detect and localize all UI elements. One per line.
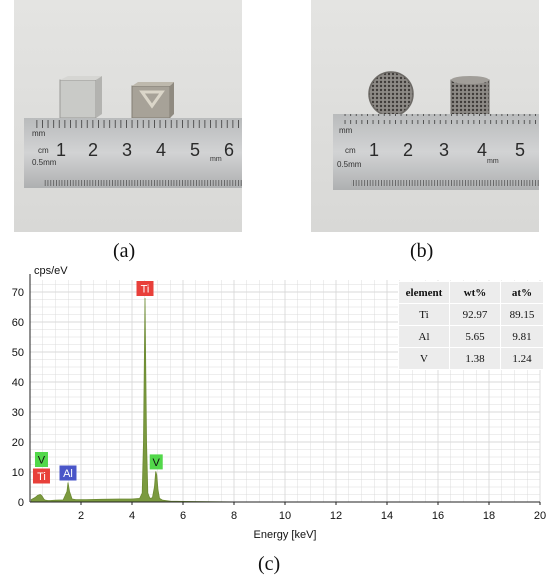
peak-label-text: Al [63, 468, 73, 480]
peak-label-ti: Ti [32, 468, 50, 484]
ruler-a-cm-label: cm [38, 146, 49, 155]
cell-wt: 1.38 [449, 347, 501, 370]
x-tick-label: 4 [129, 510, 135, 522]
x-tick-label: 16 [432, 510, 444, 522]
ruler-a-number-6: 6 [224, 140, 235, 160]
x-tick-label: 10 [279, 510, 291, 522]
ruler-a-number-2: 2 [88, 140, 99, 160]
ruler-a-number-3: 3 [122, 140, 133, 160]
ruler-a-mm-label: mm [32, 129, 46, 138]
peak-label-box [34, 452, 48, 467]
x-tick-label: 8 [231, 510, 237, 522]
table-row: V 1.38 1.24 [398, 347, 544, 370]
cell-element: Ti [398, 303, 450, 326]
ruler-a-number-5: 5 [190, 140, 201, 160]
photo-solid-cubes: mm cm 0.5mm mm 1 2 3 4 5 6 [14, 0, 242, 232]
peak-label-box [136, 281, 154, 296]
ruler-a-half-mm-label: 0.5mm [32, 158, 57, 167]
x-tick-label: 14 [381, 510, 393, 522]
x-axis-label: Energy [keV] [254, 529, 317, 541]
ruler-a-number-1: 1 [56, 140, 67, 160]
header-element: element [398, 281, 450, 304]
caption-a: (a) [113, 240, 136, 262]
table-header-row: element wt% at% [398, 281, 544, 304]
caption-c: (c) [258, 553, 281, 575]
spectrum-plot [30, 297, 541, 503]
y-tick-label: 60 [12, 317, 24, 329]
peak-label-ti: Ti [136, 281, 154, 296]
cell-wt: 5.65 [449, 325, 501, 348]
table-row: Al 5.65 9.81 [398, 325, 544, 348]
grid [29, 280, 541, 503]
cell-element: Al [398, 325, 450, 348]
x-tick-label: 6 [180, 510, 186, 522]
ruler-b-number-5: 5 [515, 140, 526, 160]
peak-label-text: V [38, 455, 46, 467]
ruler-b-number-2: 2 [403, 140, 414, 160]
y-tick-label: 30 [12, 407, 24, 419]
peak-annotations: Ti V Al V Ti [32, 281, 163, 484]
cell-at: 89.15 [500, 303, 544, 326]
caption-b: (b) [410, 240, 434, 262]
cell-at: 1.24 [500, 347, 544, 370]
photo-porous-samples: mm cm 0.5mm mm 1 2 3 4 5 [311, 0, 539, 232]
table-row: Ti 92.97 89.15 [398, 303, 544, 326]
ruler-a-bottom-mm-label: mm [210, 156, 222, 163]
cell-at: 9.81 [500, 325, 544, 348]
peak-label-v: V [34, 452, 48, 467]
composition-table: element wt% at% Ti 92.97 89.15 Al 5.65 9… [398, 281, 544, 370]
ruler-a-number-4: 4 [156, 140, 167, 160]
spectrum-area [30, 297, 541, 503]
peak-label-box [59, 465, 77, 481]
ruler-b-mm-label: mm [339, 126, 353, 135]
peak-label-text: Ti [37, 471, 46, 483]
x-tick-label: 2 [78, 510, 84, 522]
y-tick-label: 50 [12, 347, 24, 359]
y-tick-label: 70 [12, 287, 24, 299]
ruler-b-half-mm-label: 0.5mm [337, 160, 362, 169]
y-tick-label: 40 [12, 377, 24, 389]
eds-spectrum-chart: 2 4 6 8 10 12 14 16 18 20 0 10 20 30 40 50 60 70 cps/eV E… [12, 265, 546, 541]
y-tick-label: 0 [18, 497, 24, 509]
peak-label-al: Al [59, 465, 77, 481]
x-tick-label: 12 [330, 510, 342, 522]
ruler-b-number-1: 1 [369, 140, 380, 160]
cell-element: V [398, 347, 450, 370]
x-tick-label: 18 [483, 510, 495, 522]
y-axis-label: cps/eV [34, 265, 68, 277]
photo-a-scene [14, 0, 242, 232]
header-at: at% [500, 281, 544, 304]
peak-label-text: V [153, 457, 161, 469]
ruler-b-cm-label: cm [345, 146, 356, 155]
peak-label-box [149, 454, 163, 470]
photo-b-scene [311, 0, 539, 232]
y-tick-label: 20 [12, 437, 24, 449]
cell-wt: 92.97 [449, 303, 501, 326]
peak-label-text: Ti [141, 284, 150, 296]
x-tick-label: 20 [534, 510, 546, 522]
peak-label-box [32, 468, 50, 484]
peak-label-v: V [149, 454, 163, 470]
tick-labels: 2 4 6 8 10 12 14 16 18 20 0 10 20 30 40 50 60 70 [12, 287, 546, 522]
header-wt: wt% [449, 281, 501, 304]
ruler-b-number-4: 4 [477, 140, 488, 160]
ruler-b-bottom-mm-label: mm [487, 158, 499, 165]
y-tick-label: 10 [12, 467, 24, 479]
ruler-b-number-3: 3 [439, 140, 450, 160]
